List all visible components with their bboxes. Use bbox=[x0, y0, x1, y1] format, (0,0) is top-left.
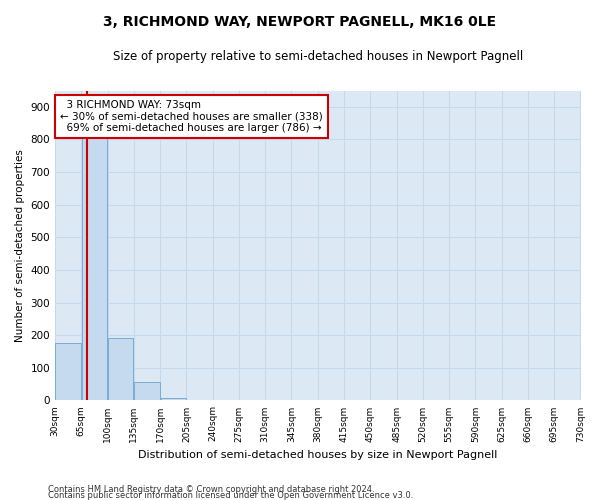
Bar bbox=[82, 107, 107, 401]
Text: Contains public sector information licensed under the Open Government Licence v3: Contains public sector information licen… bbox=[48, 491, 413, 500]
Title: Size of property relative to semi-detached houses in Newport Pagnell: Size of property relative to semi-detach… bbox=[113, 50, 523, 63]
Bar bbox=[161, 398, 186, 400]
X-axis label: Distribution of semi-detached houses by size in Newport Pagnell: Distribution of semi-detached houses by … bbox=[138, 450, 497, 460]
Text: 3, RICHMOND WAY, NEWPORT PAGNELL, MK16 0LE: 3, RICHMOND WAY, NEWPORT PAGNELL, MK16 0… bbox=[103, 15, 497, 29]
Bar bbox=[134, 382, 160, 400]
Y-axis label: Number of semi-detached properties: Number of semi-detached properties bbox=[15, 149, 25, 342]
Bar bbox=[108, 338, 133, 400]
Text: Contains HM Land Registry data © Crown copyright and database right 2024.: Contains HM Land Registry data © Crown c… bbox=[48, 485, 374, 494]
Bar bbox=[55, 344, 81, 400]
Text: 3 RICHMOND WAY: 73sqm
← 30% of semi-detached houses are smaller (338)
  69% of s: 3 RICHMOND WAY: 73sqm ← 30% of semi-deta… bbox=[60, 100, 323, 133]
